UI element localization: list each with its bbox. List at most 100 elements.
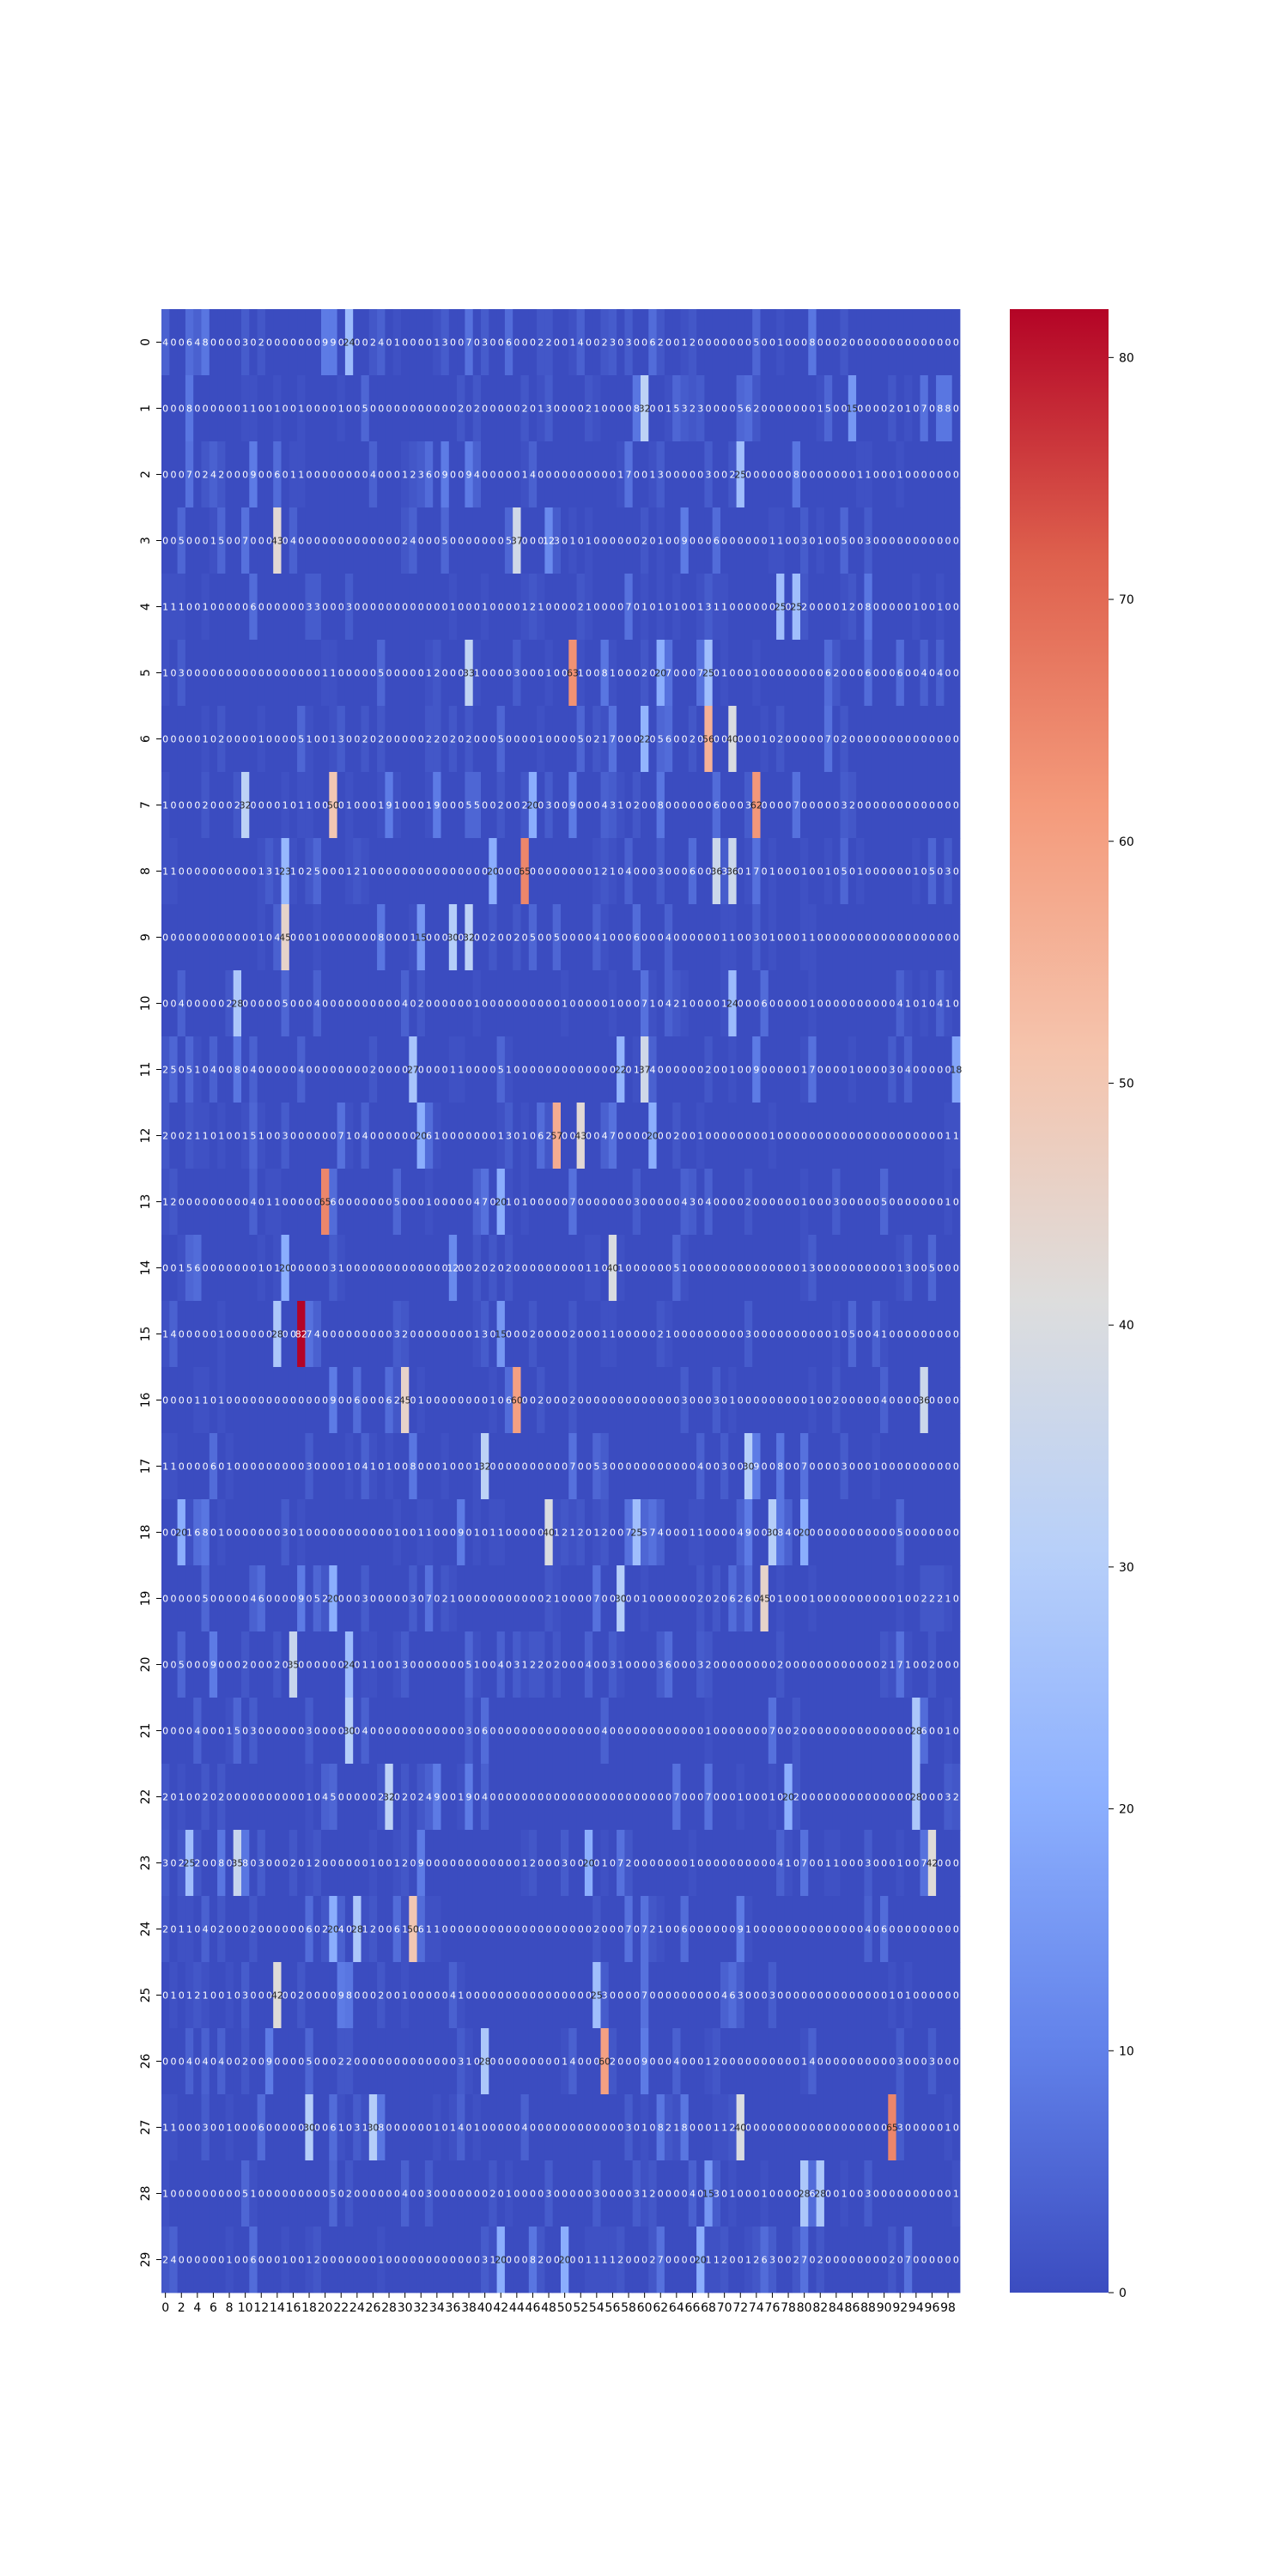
cell-annotation: 1 (489, 1395, 495, 1406)
cell-annotation: 6 (714, 800, 720, 811)
heatmap-cell (680, 706, 690, 773)
cell-annotation: 7 (825, 734, 831, 745)
cell-annotation: 0 (809, 866, 815, 878)
heatmap-cell (728, 507, 737, 574)
cell-annotation: 0 (586, 470, 592, 481)
cell-annotation: 0 (370, 668, 376, 679)
cell-annotation: 0 (729, 337, 735, 349)
heatmap-cell (225, 507, 234, 574)
cell-annotation: 0 (617, 1395, 623, 1406)
cell-annotation: 0 (258, 404, 264, 415)
heatmap-cell (528, 706, 538, 773)
heatmap-cell (416, 507, 426, 574)
cell-annotation: 0 (721, 1395, 727, 1406)
heatmap-cell (281, 574, 290, 641)
heatmap-cell (401, 772, 410, 839)
cell-annotation: 1 (801, 1197, 807, 1208)
cell-annotation: 2 (370, 1065, 376, 1076)
heatmap-cell (920, 507, 929, 574)
cell-annotation: 2 (738, 1594, 744, 1605)
cell-annotation: 0 (513, 1329, 519, 1340)
heatmap-cell (696, 441, 705, 508)
cell-annotation: 1 (290, 470, 296, 481)
cell-annotation: 0 (833, 470, 839, 481)
cell-annotation: 3 (801, 536, 807, 547)
cell-annotation: 0 (378, 1461, 384, 1473)
heatmap-cell (297, 772, 306, 839)
cell-annotation: 0 (777, 1395, 783, 1406)
cell-annotation: 0 (586, 1395, 592, 1406)
heatmap-cell (912, 375, 920, 442)
heatmap-cell (448, 640, 458, 707)
cell-annotation: 4 (706, 1197, 712, 1208)
heatmap-cell (927, 640, 937, 707)
heatmap-cell (624, 640, 634, 707)
heatmap-cell (385, 1036, 394, 1103)
heatmap-cell (281, 970, 290, 1037)
cell-annotation: 0 (378, 1395, 384, 1406)
cell-annotation: 0 (881, 470, 887, 481)
cell-annotation: 0 (905, 933, 911, 944)
cell-annotation: 4 (474, 1197, 480, 1208)
cell-annotation: 1 (186, 1528, 192, 1539)
heatmap-cell (927, 375, 937, 442)
cell-annotation: 0 (298, 602, 304, 613)
heatmap-cell (728, 772, 737, 839)
heatmap-cell (489, 706, 497, 773)
heatmap-cell (353, 706, 361, 773)
heatmap-cell (440, 772, 450, 839)
heatmap-cell (617, 970, 625, 1037)
heatmap-cell (392, 838, 402, 905)
heatmap-cell (936, 838, 945, 905)
cell-annotation: 0 (586, 734, 592, 745)
cell-annotation: 0 (866, 1131, 872, 1142)
heatmap-cell (321, 970, 330, 1037)
cell-annotation: 0 (266, 404, 272, 415)
heatmap-cell (672, 309, 681, 376)
cell-annotation: 1 (833, 1329, 839, 1340)
heatmap-cell (337, 970, 346, 1037)
cell-annotation: 0 (322, 734, 328, 745)
cell-annotation: 0 (762, 1461, 768, 1473)
heatmap-cell (903, 640, 913, 707)
cell-annotation: 0 (929, 933, 935, 944)
cell-annotation: 0 (586, 1461, 592, 1473)
cell-annotation: 0 (402, 337, 408, 349)
heatmap-cell (416, 970, 426, 1037)
cell-annotation: 0 (266, 999, 272, 1010)
heatmap-cell (864, 970, 873, 1037)
heatmap-cell (361, 838, 370, 905)
heatmap-cell (481, 706, 489, 773)
heatmap-cell (832, 772, 841, 839)
cell-annotation: 0 (538, 1065, 544, 1076)
heatmap-cell (840, 441, 849, 508)
heatmap-cell (457, 309, 465, 376)
heatmap-cell (816, 838, 825, 905)
cell-annotation: 0 (307, 1594, 313, 1605)
cell-annotation: 0 (857, 999, 863, 1010)
cell-annotation: 1 (554, 1528, 560, 1539)
cell-annotation: 0 (889, 1131, 895, 1142)
heatmap-cell (353, 375, 361, 442)
heatmap-cell (840, 904, 849, 971)
heatmap-cell (776, 838, 785, 905)
cell-annotation: 4 (250, 1065, 256, 1076)
cell-annotation: 0 (769, 668, 775, 679)
cell-annotation: 1 (593, 1528, 599, 1539)
heatmap-cell (680, 838, 690, 905)
heatmap-cell (568, 970, 577, 1037)
cell-annotation: 2 (162, 1065, 168, 1076)
cell-annotation: 0 (714, 1263, 720, 1274)
cell-annotation: 8 (602, 668, 608, 679)
heatmap-cell (209, 772, 218, 839)
cell-annotation: 0 (641, 1461, 647, 1473)
cell-annotation: 0 (786, 800, 792, 811)
heatmap-cell (225, 970, 234, 1037)
heatmap-cell (289, 375, 298, 442)
cell-annotation: 0 (370, 734, 376, 745)
heatmap-cell (185, 838, 194, 905)
cell-annotation: 0 (786, 1065, 792, 1076)
cell-annotation: 0 (777, 1065, 783, 1076)
cell-annotation: 0 (841, 1131, 848, 1142)
cell-annotation: 0 (881, 1263, 887, 1274)
